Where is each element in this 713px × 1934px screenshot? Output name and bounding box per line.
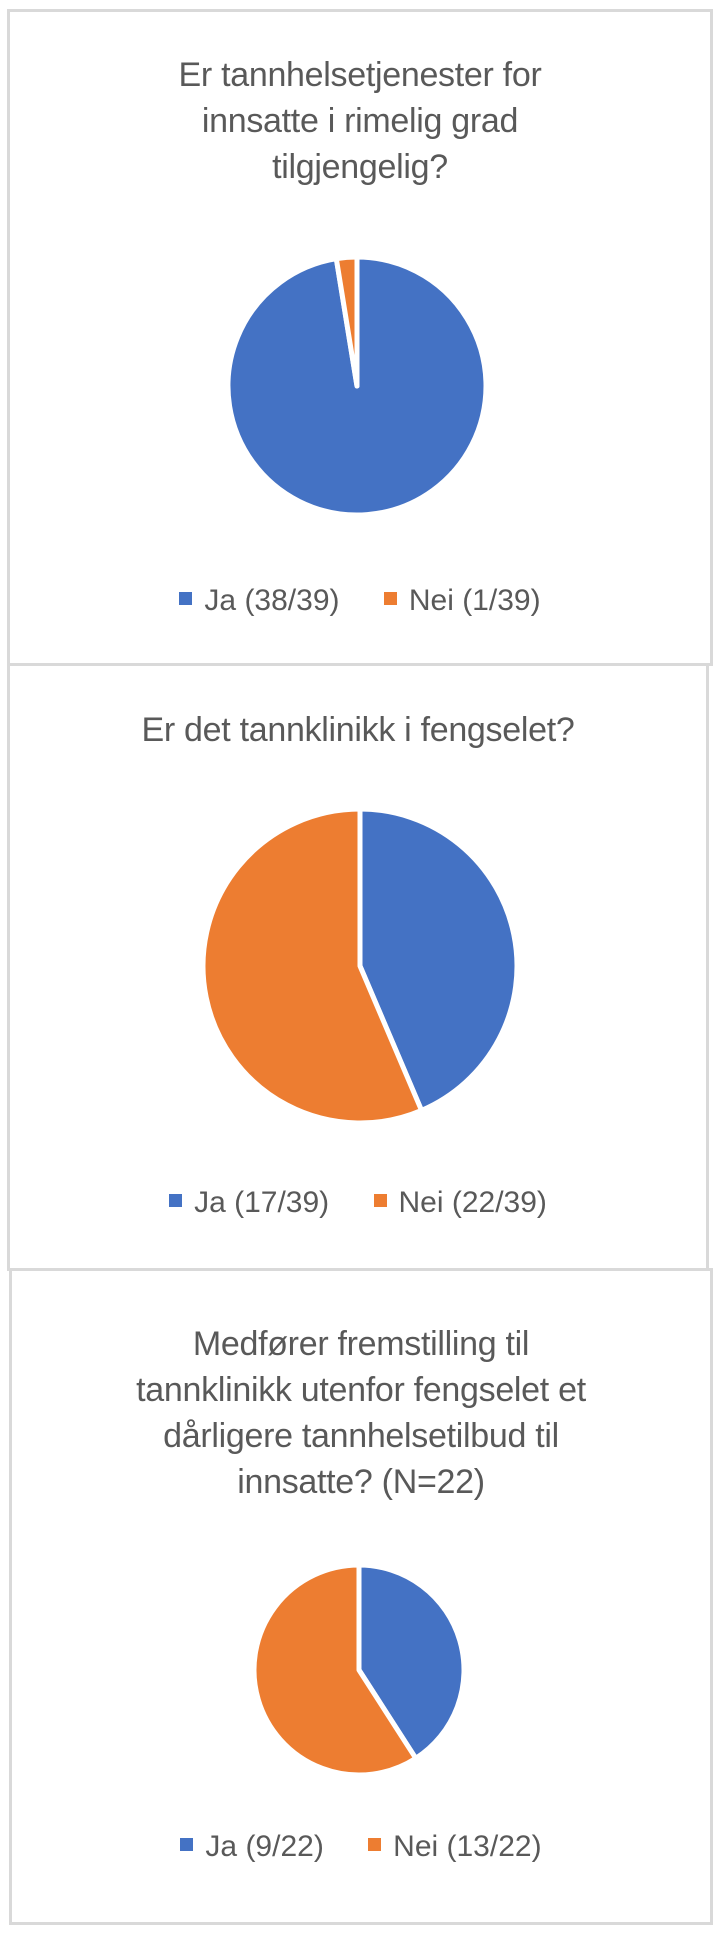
chart-title-1: Er tannhelsetjenester for innsatte i rim… — [10, 52, 710, 190]
title-line: tannklinikk utenfor fengselet et — [136, 1371, 586, 1409]
title-line: Er tannhelsetjenester for — [178, 56, 542, 94]
chart-panel-3: Medfører fremstilling til tannklinikk ut… — [9, 1268, 713, 1925]
title-line: innsatte i rimelig grad — [201, 102, 519, 140]
legend-label: Ja (17/39) — [194, 1186, 330, 1219]
pie-slice-nei — [251, 1562, 419, 1778]
chart-legend-2: Ja (17/39) Nei (22/39) — [10, 1185, 706, 1221]
legend-label: Nei (13/22) — [393, 1830, 542, 1863]
legend-label: Ja (38/39) — [204, 584, 340, 617]
legend-item-nei: Nei (1/39) — [383, 583, 541, 619]
legend-label: Nei (22/39) — [398, 1186, 547, 1219]
legend-label: Ja (9/22) — [205, 1830, 324, 1863]
legend-swatch-nei — [373, 1194, 387, 1207]
legend-swatch-ja — [180, 1838, 194, 1851]
pie-chart-1 — [225, 254, 489, 518]
legend-item-ja: Ja (9/22) — [180, 1829, 324, 1865]
legend-swatch-nei — [368, 1838, 382, 1851]
chart-legend-3: Ja (9/22) Nei (13/22) — [12, 1829, 710, 1865]
title-line: dårligere tannhelsetilbud til — [163, 1417, 559, 1455]
pie-slice-nei — [333, 254, 360, 389]
legend-item-nei: Nei (13/22) — [368, 1829, 542, 1865]
title-line: tilgjengelig? — [272, 148, 448, 186]
legend-item-ja: Ja (17/39) — [169, 1185, 329, 1221]
chart-legend-1: Ja (38/39) Nei (1/39) — [10, 583, 710, 619]
chart-panel-2: Er det tannklinikk i fengselet? Ja (17/3… — [7, 663, 709, 1271]
pie-slice-ja — [357, 806, 520, 1113]
title-line: Medfører fremstilling til — [192, 1325, 530, 1363]
title-line: Er det tannklinikk i fengselet? — [141, 711, 575, 749]
chart-panel-1: Er tannhelsetjenester for innsatte i rim… — [7, 9, 713, 666]
title-line: innsatte? (N=22) — [237, 1463, 485, 1501]
chart-title-2: Er det tannklinikk i fengselet? — [10, 707, 706, 753]
legend-item-ja: Ja (38/39) — [179, 583, 340, 619]
legend-item-nei: Nei (22/39) — [373, 1185, 547, 1221]
legend-swatch-nei — [383, 592, 397, 605]
pie-chart-3 — [251, 1562, 467, 1778]
pie-chart-2 — [200, 806, 520, 1126]
pie-slice-nei — [200, 806, 425, 1126]
legend-swatch-ja — [169, 1194, 183, 1207]
legend-label: Nei (1/39) — [408, 584, 541, 617]
chart-title-3: Medfører fremstilling til tannklinikk ut… — [12, 1321, 710, 1505]
legend-swatch-ja — [179, 592, 193, 605]
